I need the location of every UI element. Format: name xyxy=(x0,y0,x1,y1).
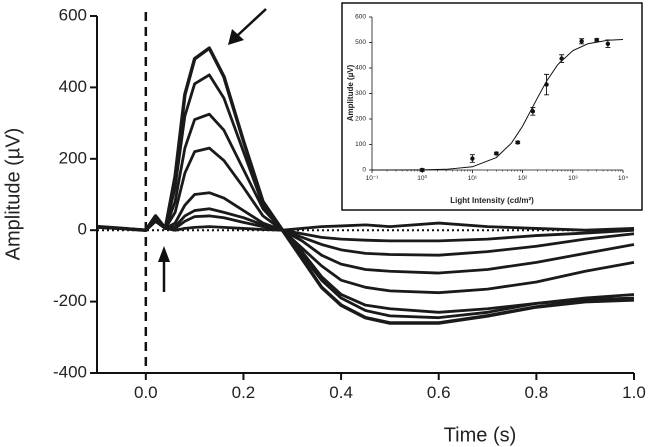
y-tick-label: 400 xyxy=(355,65,366,72)
point xyxy=(470,156,475,161)
y-tick-label: 200 xyxy=(59,148,87,167)
point xyxy=(420,167,425,173)
x-tick-label: 10⁰ xyxy=(417,174,427,182)
y-tick-label: 600 xyxy=(59,5,87,24)
inset-frame xyxy=(341,2,643,211)
y-tick-label: 500 xyxy=(355,39,366,46)
x-tick-label: 1.0 xyxy=(622,383,646,402)
y-tick-label: 300 xyxy=(355,90,366,97)
y-tick-label: 600 xyxy=(355,14,366,21)
point xyxy=(559,56,564,61)
x-axis-title: Time (s) xyxy=(444,424,517,446)
y-tick-label: 200 xyxy=(355,116,366,123)
x-tick-label: 0.8 xyxy=(525,383,549,402)
y-tick-label: -400 xyxy=(53,362,87,381)
inset-x-title: Light Intensity (cd/m²) xyxy=(450,196,534,205)
x-tick-label: 10² xyxy=(518,175,528,182)
fit-curve xyxy=(371,38,624,171)
y-tick-label: 400 xyxy=(59,77,87,96)
x-tick-label: 0.6 xyxy=(427,383,451,402)
point xyxy=(530,109,536,114)
x-tick-label: 10¹ xyxy=(468,175,478,182)
x-tick-label: 10³ xyxy=(568,175,578,182)
inset-y-title: Amplitude (µV) xyxy=(346,64,355,121)
x-tick-label: 0.2 xyxy=(232,383,256,402)
y-tick-label: -200 xyxy=(53,291,87,310)
x-tick-label: 10⁴ xyxy=(618,175,628,182)
point xyxy=(605,41,611,46)
y-tick-label: 100 xyxy=(355,141,366,148)
y-axis-title: Amplitude (µV) xyxy=(2,128,24,261)
x-tick-label: 0.4 xyxy=(329,383,353,402)
point xyxy=(594,37,599,43)
x-tick-label: 0.0 xyxy=(134,383,158,402)
point xyxy=(544,82,549,87)
y-tick-label: 0 xyxy=(362,167,366,174)
trace xyxy=(96,219,635,232)
x-tick-label: 10⁻¹ xyxy=(366,175,380,182)
point xyxy=(515,140,520,145)
point xyxy=(494,151,499,156)
arrows xyxy=(158,8,267,292)
y-tick-label: 0 xyxy=(78,220,87,239)
point xyxy=(579,39,584,44)
